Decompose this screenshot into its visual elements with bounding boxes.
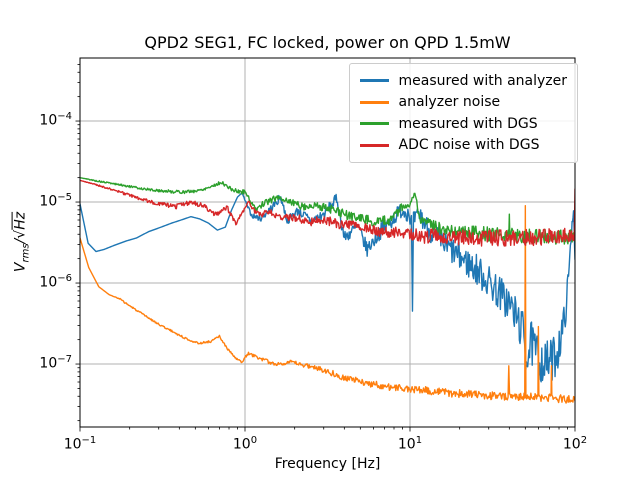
axes-spines <box>79 57 576 428</box>
y-tick-label: 10−5 <box>39 192 72 210</box>
x-tick-label: 10−1 <box>63 435 97 453</box>
legend-item: ADC noise with DGS <box>359 135 567 157</box>
y-tick-label: 10−7 <box>39 354 72 372</box>
legend-label: measured with DGS <box>398 115 538 132</box>
chart-title: QPD2 SEG1, FC locked, power on QPD 1.5mW <box>144 33 511 52</box>
x-axis-label: Frequency [Hz] <box>274 456 381 472</box>
x-tick-label: 101 <box>397 435 423 453</box>
legend-label: ADC noise with DGS <box>398 137 540 154</box>
series-line-ADC-noise-with-DGS <box>80 179 575 247</box>
legend-label: analyzer noise <box>398 94 501 111</box>
legend-swatch <box>359 100 389 104</box>
legend-item: analyzer noise <box>359 92 567 114</box>
legend-label: measured with analyzer <box>398 72 567 89</box>
series-line-analyzer-noise <box>80 205 575 404</box>
legend: measured with analyzer analyzer noise meas… <box>348 63 578 163</box>
x-tick-label: 100 <box>232 435 258 453</box>
ylabel-subscript: rms <box>20 243 32 263</box>
legend-swatch <box>359 79 389 83</box>
legend-item: measured with analyzer <box>359 70 567 92</box>
x-tick-label: 102 <box>562 435 588 453</box>
ylabel-variable: V <box>12 262 29 273</box>
ylabel-slash: / <box>12 238 29 244</box>
y-tick-label: 10−4 <box>39 111 72 129</box>
legend-swatch <box>359 122 389 126</box>
series-line-measured-with-DGS <box>80 176 575 245</box>
legend-item: measured with DGS <box>359 113 567 135</box>
ylabel-radicand: Hz <box>12 211 29 230</box>
y-axis-label: Vrms/√Hz <box>13 212 32 272</box>
legend-swatch <box>359 143 389 147</box>
y-tick-label: 10−6 <box>39 273 72 291</box>
sqrt-radical-sign: √ <box>12 229 29 239</box>
